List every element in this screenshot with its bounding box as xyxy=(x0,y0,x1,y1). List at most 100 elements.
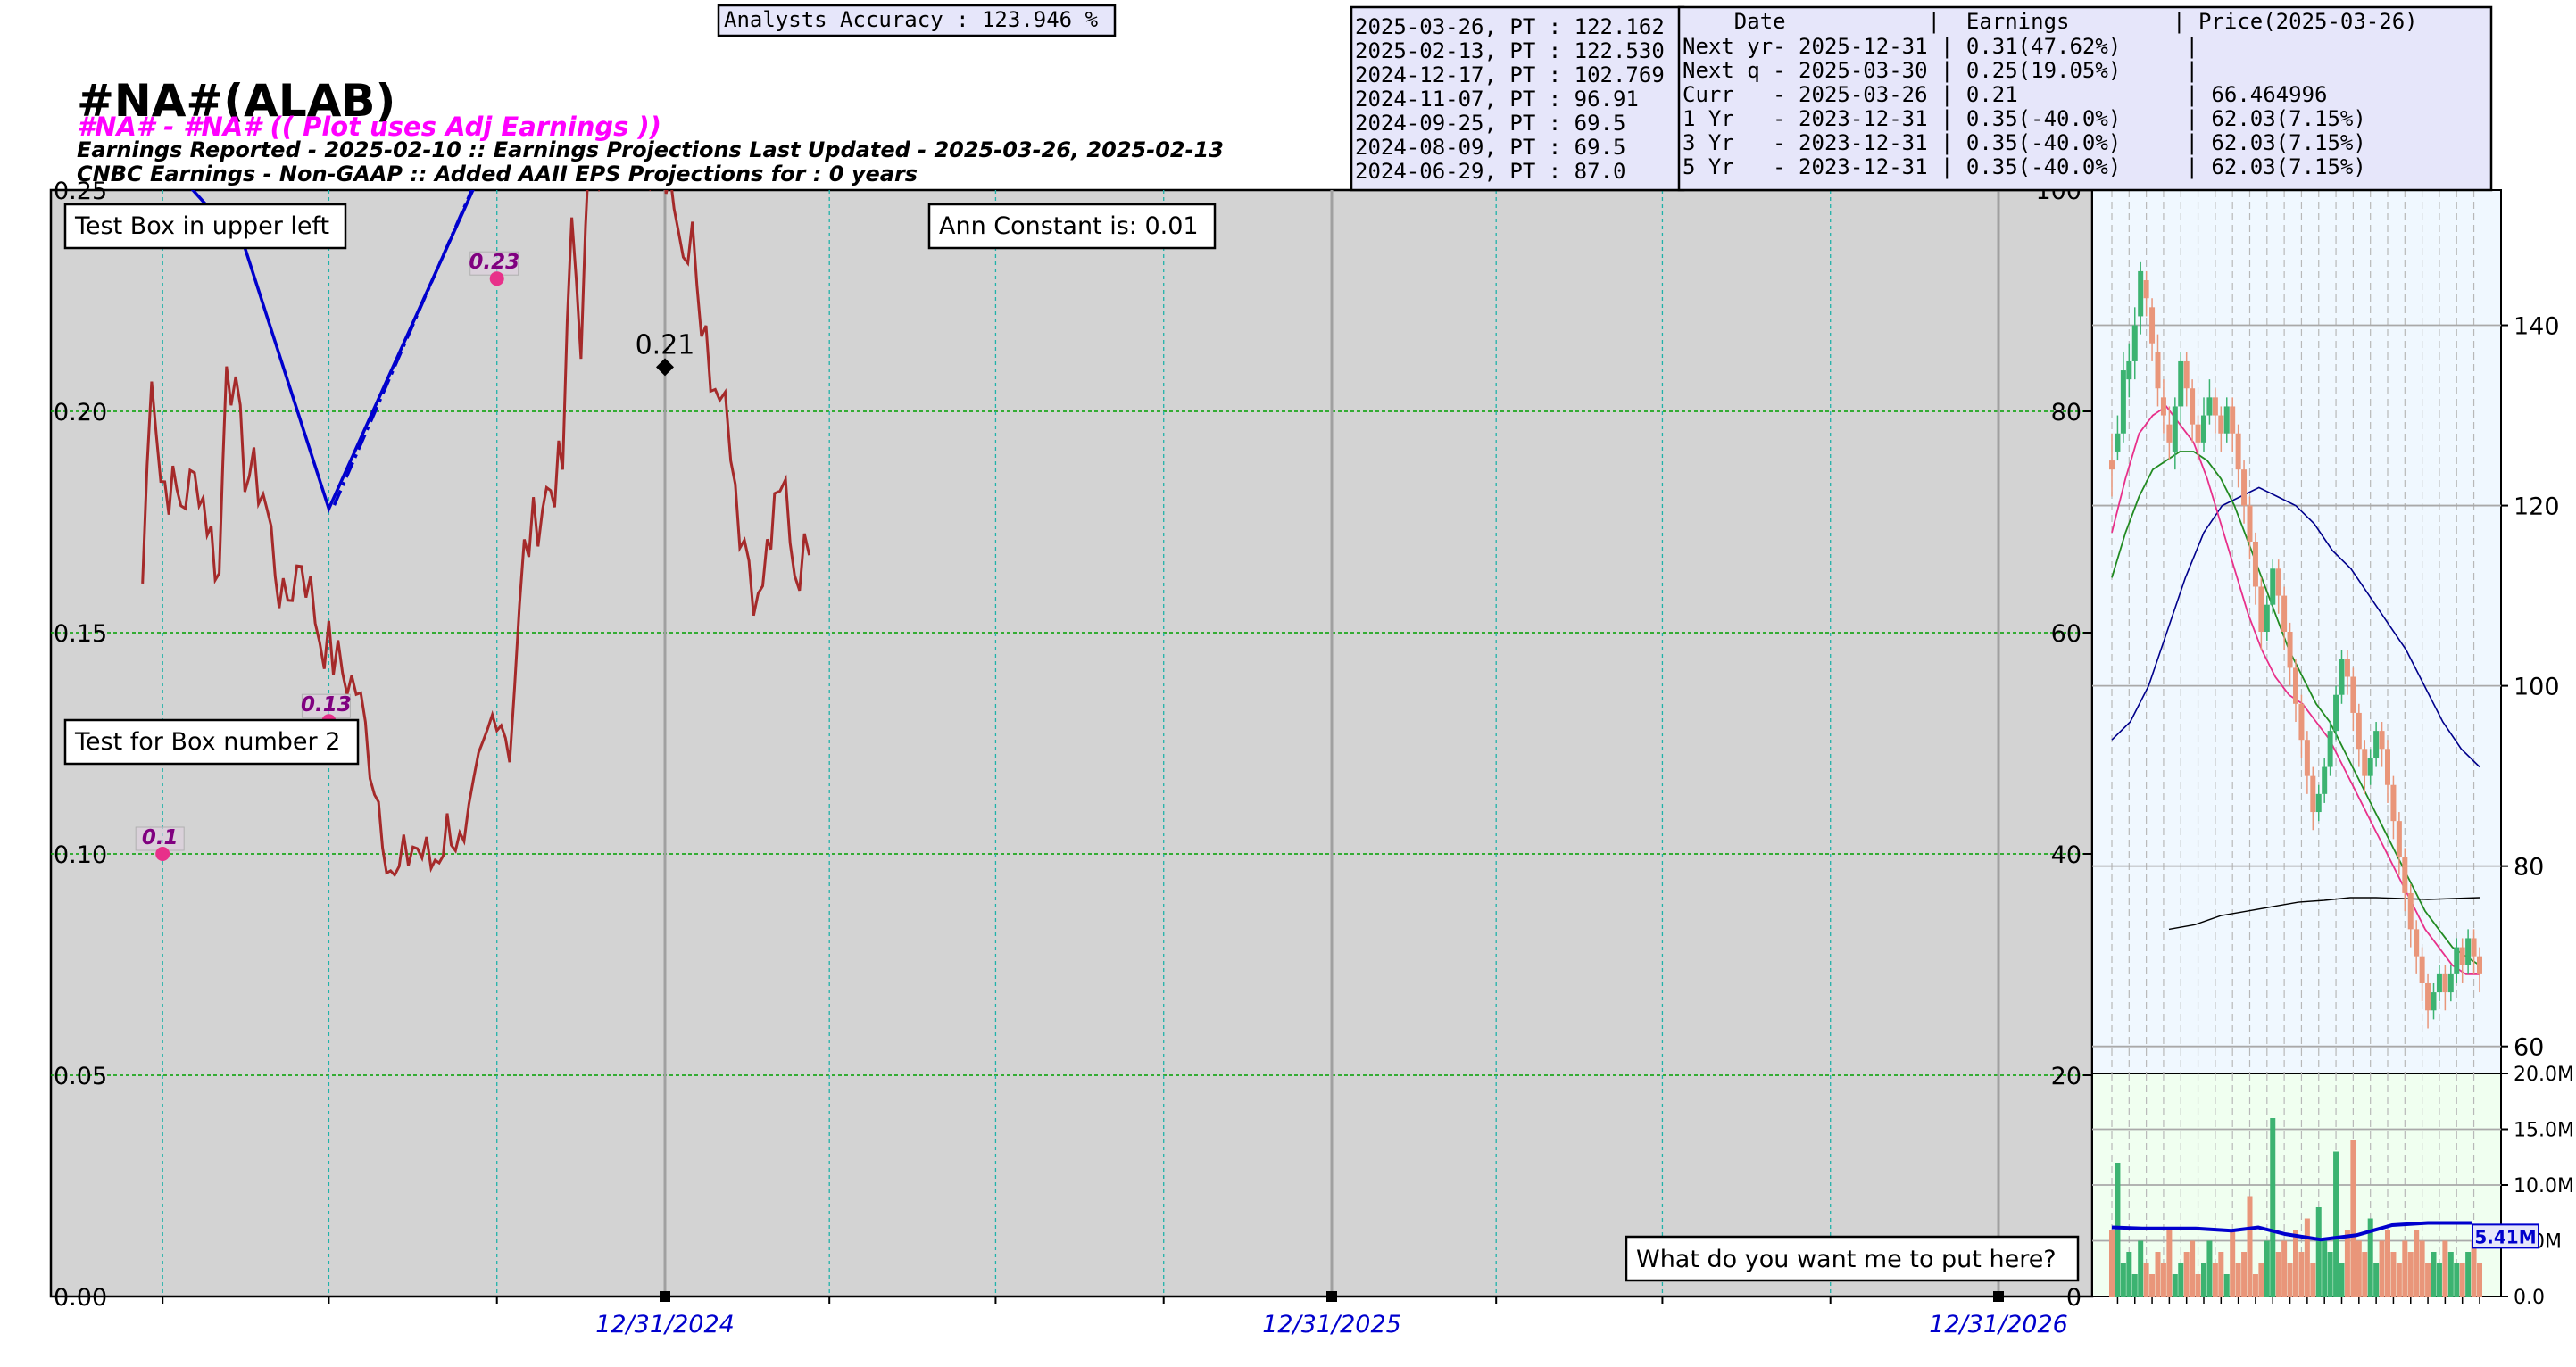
volume-bar xyxy=(2327,1252,2333,1297)
candle-body xyxy=(2298,703,2305,741)
y-right-tick-label: 0 xyxy=(2066,1284,2082,1312)
earnings-table-row: Next yr- 2025-12-31 | 0.31(47.62%) | xyxy=(1683,34,2198,59)
volume-bar xyxy=(2425,1263,2431,1297)
price-line xyxy=(141,190,811,878)
accuracy-text: Analysts Accuracy : 123.946 % xyxy=(724,7,1099,32)
candle-body xyxy=(2166,424,2173,443)
candle-body xyxy=(2390,784,2397,822)
volume-bar xyxy=(2195,1274,2201,1297)
price-target-line: 2024-09-25, PT : 69.5 xyxy=(1355,111,1625,136)
box-number-2 xyxy=(63,718,360,766)
upper-left-box-text: Test Box in upper left xyxy=(74,212,329,240)
volume-bar xyxy=(2270,1118,2276,1297)
candle-body xyxy=(2396,821,2402,857)
bottom-right-box xyxy=(1625,1235,2080,1282)
candle-body xyxy=(2322,766,2328,794)
price-target-line: 2024-12-17, PT : 102.769 xyxy=(1355,62,1665,87)
volume-y-tick-label: 0.0 xyxy=(2514,1287,2545,1309)
volume-average-line xyxy=(2111,1221,2472,1242)
candlestick-panel xyxy=(2091,189,2502,1074)
volume-bar xyxy=(2206,1240,2213,1297)
candle-body xyxy=(2407,892,2414,930)
earnings-label: 0.13 xyxy=(301,693,352,717)
candle-body xyxy=(2143,280,2149,299)
earnings-line xyxy=(190,190,475,513)
candle-body xyxy=(2362,749,2368,776)
volume-bar xyxy=(2407,1252,2414,1297)
candle-body xyxy=(2373,731,2380,758)
volume-bar xyxy=(2131,1274,2138,1297)
earnings-table-box xyxy=(1677,5,2493,192)
volume-bar xyxy=(2454,1263,2460,1297)
volume-bar xyxy=(2126,1252,2132,1297)
volume-bar xyxy=(2120,1263,2126,1297)
candle-body xyxy=(2281,595,2288,632)
volume-bar xyxy=(2201,1263,2206,1297)
volume-y-tick-label: 10.0M xyxy=(2514,1175,2574,1197)
volume-bar xyxy=(2304,1218,2310,1297)
candle-body xyxy=(2201,415,2206,443)
price-target-line: 2025-03-26, PT : 122.162 xyxy=(1355,14,1665,39)
volume-bar xyxy=(2223,1274,2230,1297)
volume-bar xyxy=(2350,1140,2356,1297)
price-target-line: 2024-11-07, PT : 96.91 xyxy=(1355,87,1639,112)
candle-body xyxy=(2419,956,2425,983)
earnings-label-bg xyxy=(135,826,185,851)
x-major-tick xyxy=(660,1291,670,1302)
candle-body xyxy=(2190,388,2196,425)
volume-bar xyxy=(2138,1240,2144,1297)
candle-y-tick-label: 60 xyxy=(2514,1034,2544,1062)
candle-axis: 60 80 100 120 140 xyxy=(2501,313,2560,1062)
candle-body xyxy=(2310,775,2316,813)
candle-body xyxy=(2327,731,2333,767)
chart-subtitle: #NA# - #NA# (( Plot uses Adj Earnings )) xyxy=(77,112,661,142)
current-eps-label: 0.21 xyxy=(636,329,695,360)
candle-body xyxy=(2264,604,2270,632)
earnings-label: 0.23 xyxy=(469,251,519,274)
candle-y-tick-label: 140 xyxy=(2514,313,2560,341)
candle-body xyxy=(2235,433,2241,470)
candle-body xyxy=(2218,415,2224,434)
candle-body xyxy=(2436,973,2442,993)
volume-bar xyxy=(2385,1230,2390,1297)
candle-body xyxy=(2115,433,2121,452)
volume-bar xyxy=(2414,1230,2420,1297)
volume-bar xyxy=(2212,1263,2218,1297)
candle-body xyxy=(2304,740,2310,776)
volume-bar xyxy=(2315,1207,2322,1297)
candle-y-tick-label: 120 xyxy=(2514,493,2560,521)
volume-bar xyxy=(2293,1230,2298,1297)
chart-info-line-2: CNBC Earnings - Non-GAAP :: Added AAII E… xyxy=(77,162,918,186)
volume-bar xyxy=(2178,1263,2184,1297)
candle-body xyxy=(2367,758,2373,776)
volume-y-tick-label: 15.0M xyxy=(2514,1120,2574,1142)
main-clip-group: 0.1 0.13 0.23 0.21 xyxy=(135,190,811,878)
candle-body xyxy=(2230,406,2236,434)
candle-body xyxy=(2379,731,2385,750)
candle-body xyxy=(2120,370,2126,434)
candle-body xyxy=(2160,397,2166,416)
volume-series xyxy=(2109,1118,2482,1297)
earnings-projection-line xyxy=(332,190,474,506)
volume-bar xyxy=(2465,1252,2472,1297)
earnings-table-row: 3 Yr - 2023-12-31 | 0.35(-40.0%) | 62.03… xyxy=(1683,130,2366,155)
earnings-label-bg xyxy=(469,251,519,276)
candle-body xyxy=(2333,694,2339,732)
volume-bar xyxy=(2436,1263,2442,1297)
volume-bar xyxy=(2333,1151,2339,1297)
volume-bar xyxy=(2402,1240,2408,1297)
candle-body xyxy=(2431,992,2437,1011)
volume-bar xyxy=(2379,1240,2385,1297)
earnings-table-rows: Next yr- 2025-12-31 | 0.31(47.62%) |Next… xyxy=(1683,34,2366,179)
price-target-line: 2025-02-13, PT : 122.530 xyxy=(1355,38,1665,63)
earnings-label-bg xyxy=(301,693,351,718)
candle-body xyxy=(2275,568,2281,596)
volume-bar xyxy=(2190,1240,2196,1297)
earnings-table-row: Curr - 2025-03-26 | 0.21 | 66.464996 xyxy=(1683,82,2327,107)
volume-average-badge xyxy=(2472,1223,2539,1249)
candle-body xyxy=(2350,676,2356,713)
main-axes: 0.000.050.100.150.200.2502040608010012/3… xyxy=(54,178,2092,1338)
candle-body xyxy=(2109,460,2115,470)
volume-bar xyxy=(2471,1240,2477,1297)
